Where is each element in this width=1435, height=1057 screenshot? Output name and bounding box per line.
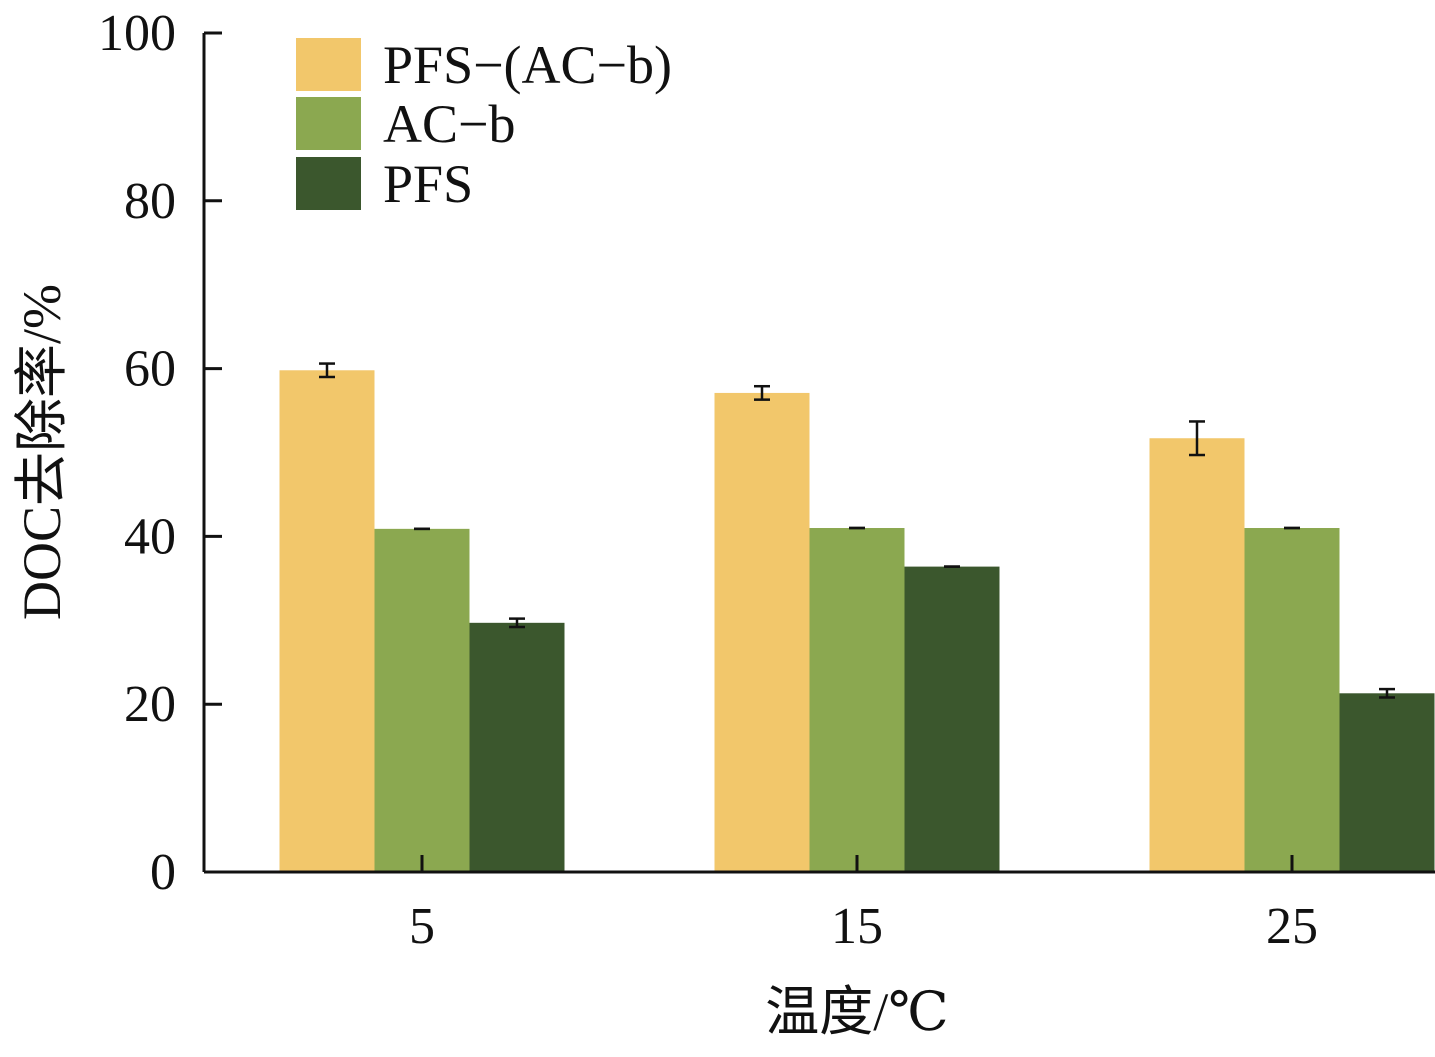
bar-2-1 <box>904 566 1000 872</box>
x-tick-label: 5 <box>409 898 435 955</box>
bar-2-0 <box>469 622 565 872</box>
legend-swatch-2 <box>296 157 361 210</box>
x-tick-label: 25 <box>1266 898 1318 955</box>
bar-1-0 <box>374 528 470 872</box>
x-axis-label: 温度/℃ <box>765 982 948 1042</box>
y-tick-label: 100 <box>98 5 176 62</box>
y-tick-label: 20 <box>124 676 176 733</box>
bar-0-2 <box>1149 438 1245 872</box>
bar-1-2 <box>1244 528 1340 872</box>
legend-label-0: PFS−(AC−b) <box>383 35 672 95</box>
y-tick-label: 0 <box>150 844 176 901</box>
y-tick-label: 40 <box>124 508 176 565</box>
legend-swatch-0 <box>296 38 361 91</box>
x-tick-label: 15 <box>831 898 883 955</box>
legend-swatch-1 <box>296 97 361 150</box>
legend-label-2: PFS <box>383 154 473 214</box>
y-tick-label: 80 <box>124 173 176 230</box>
bar-2-2 <box>1339 693 1435 872</box>
y-axis-label: DOC去除率/% <box>12 284 72 620</box>
legend-label-1: AC−b <box>383 94 515 154</box>
bar-1-1 <box>809 528 905 872</box>
bar-0-0 <box>279 370 375 872</box>
y-tick-label: 60 <box>124 341 176 398</box>
bar-0-1 <box>714 392 810 872</box>
